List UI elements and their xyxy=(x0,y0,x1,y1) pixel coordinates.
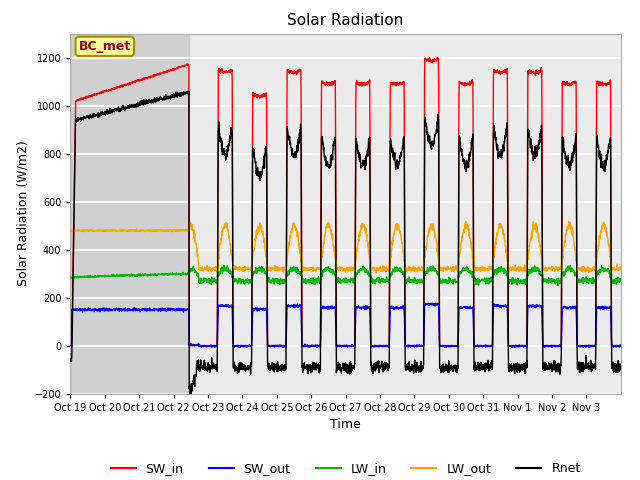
Bar xyxy=(70,34,189,394)
X-axis label: Time: Time xyxy=(330,418,361,431)
Text: BC_met: BC_met xyxy=(79,40,131,53)
Title: Solar Radiation: Solar Radiation xyxy=(287,13,404,28)
Y-axis label: Solar Radiation (W/m2): Solar Radiation (W/m2) xyxy=(16,141,29,287)
Legend: SW_in, SW_out, LW_in, LW_out, Rnet: SW_in, SW_out, LW_in, LW_out, Rnet xyxy=(106,457,586,480)
